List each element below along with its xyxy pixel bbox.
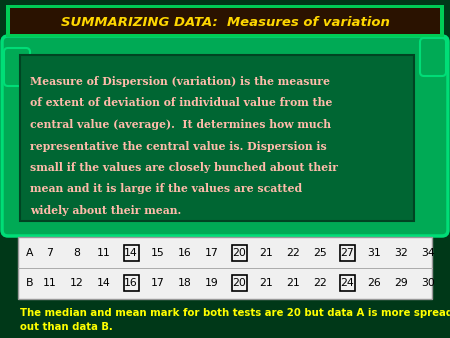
FancyBboxPatch shape xyxy=(6,5,444,37)
FancyBboxPatch shape xyxy=(123,245,139,261)
FancyBboxPatch shape xyxy=(231,275,247,291)
Text: 21: 21 xyxy=(259,278,273,288)
Text: 20: 20 xyxy=(232,248,246,258)
Text: 27: 27 xyxy=(340,248,354,258)
FancyBboxPatch shape xyxy=(4,48,30,86)
Text: 30: 30 xyxy=(421,278,435,288)
Text: 7: 7 xyxy=(46,248,54,258)
Text: 11: 11 xyxy=(43,278,57,288)
Text: 16: 16 xyxy=(178,248,192,258)
Text: 17: 17 xyxy=(205,248,219,258)
Text: 15: 15 xyxy=(151,248,165,258)
FancyBboxPatch shape xyxy=(339,275,355,291)
Text: 31: 31 xyxy=(367,248,381,258)
Text: 18: 18 xyxy=(178,278,192,288)
Text: 21: 21 xyxy=(286,278,300,288)
Text: 22: 22 xyxy=(313,278,327,288)
Text: small if the values are closely bunched about their: small if the values are closely bunched … xyxy=(30,162,338,173)
Text: 12: 12 xyxy=(70,278,84,288)
FancyBboxPatch shape xyxy=(20,55,414,221)
Text: representative the central value is. Dispersion is: representative the central value is. Dis… xyxy=(30,141,327,151)
FancyBboxPatch shape xyxy=(420,38,446,76)
Text: A: A xyxy=(26,248,34,258)
Text: 25: 25 xyxy=(313,248,327,258)
FancyBboxPatch shape xyxy=(18,237,432,299)
Text: 16: 16 xyxy=(124,278,138,288)
Text: 8: 8 xyxy=(73,248,81,258)
Text: 26: 26 xyxy=(367,278,381,288)
FancyBboxPatch shape xyxy=(2,36,448,236)
Text: 22: 22 xyxy=(286,248,300,258)
Text: Measure of Dispersion (variation) is the measure: Measure of Dispersion (variation) is the… xyxy=(30,76,330,87)
Text: of extent of deviation of individual value from the: of extent of deviation of individual val… xyxy=(30,97,333,108)
Text: widely about their mean.: widely about their mean. xyxy=(30,205,181,216)
Text: B: B xyxy=(26,278,34,288)
FancyBboxPatch shape xyxy=(231,245,247,261)
Text: out than data B.: out than data B. xyxy=(20,322,113,332)
Text: 20: 20 xyxy=(232,278,246,288)
Text: 24: 24 xyxy=(340,278,354,288)
Text: 19: 19 xyxy=(205,278,219,288)
FancyBboxPatch shape xyxy=(339,245,355,261)
Text: central value (average).  It determines how much: central value (average). It determines h… xyxy=(30,119,331,130)
Text: 32: 32 xyxy=(394,248,408,258)
Text: 29: 29 xyxy=(394,278,408,288)
Text: 14: 14 xyxy=(97,278,111,288)
Text: 17: 17 xyxy=(151,278,165,288)
Text: 21: 21 xyxy=(259,248,273,258)
Text: mean and it is large if the values are scatted: mean and it is large if the values are s… xyxy=(30,184,302,194)
Text: SUMMARIZING DATA:  Measures of variation: SUMMARIZING DATA: Measures of variation xyxy=(61,16,389,28)
Text: 14: 14 xyxy=(124,248,138,258)
FancyBboxPatch shape xyxy=(10,8,440,34)
Text: 34: 34 xyxy=(421,248,435,258)
Text: The median and mean mark for both tests are 20 but data A is more spread: The median and mean mark for both tests … xyxy=(20,308,450,318)
Text: 11: 11 xyxy=(97,248,111,258)
FancyBboxPatch shape xyxy=(123,275,139,291)
